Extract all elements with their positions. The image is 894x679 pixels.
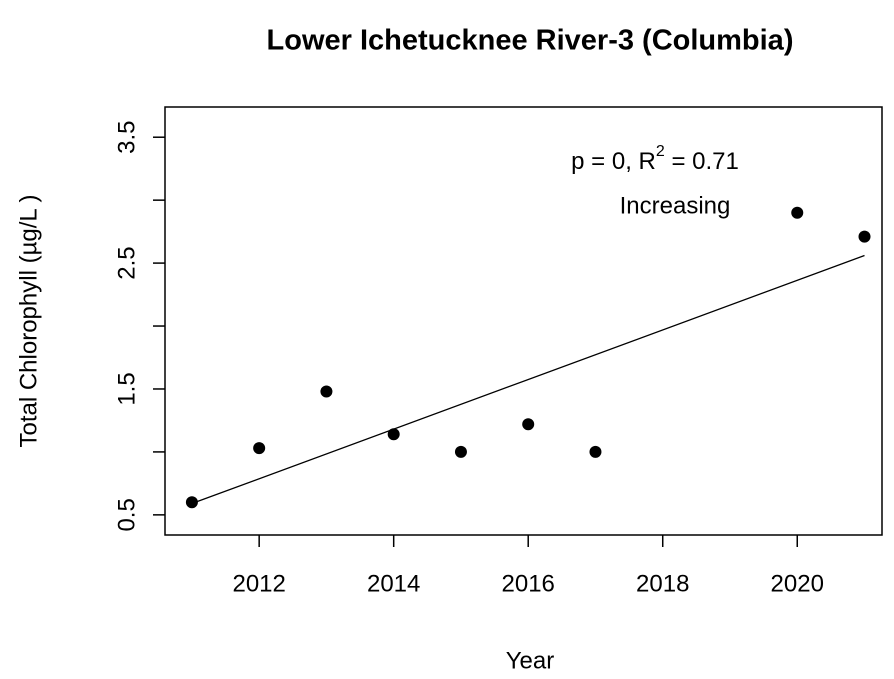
y-tick-label: 1.5 (113, 372, 140, 405)
trend-line (191, 254, 865, 505)
x-tick-label: 2012 (232, 570, 285, 597)
x-tick-label: 2016 (502, 570, 555, 597)
data-point (454, 445, 467, 458)
annotation-text: p = 0, R (571, 148, 656, 175)
y-tick-label: 0.5 (113, 498, 140, 531)
data-point (589, 445, 602, 458)
x-tick-label: 2018 (636, 570, 689, 597)
y-tick-label: 2.5 (113, 246, 140, 279)
x-tick-label: 2014 (367, 570, 420, 597)
data-point (522, 418, 535, 431)
trend-label: Increasing (620, 192, 731, 219)
plot-frame (164, 106, 883, 536)
data-point (320, 385, 333, 398)
data-point (185, 496, 198, 509)
y-tick-label: 3.5 (113, 121, 140, 154)
data-point (791, 206, 804, 219)
annotation-superscript: 2 (656, 143, 665, 160)
data-point (858, 230, 871, 243)
data-point (387, 428, 400, 441)
chart-title: Lower Ichetucknee River-3 (Columbia) (267, 25, 794, 57)
x-tick-label: 2020 (771, 570, 824, 597)
annotation-text: = 0.71 (665, 148, 739, 175)
x-axis-label: Year (506, 647, 555, 674)
annotation: p = 0, R2 = 0.71 (571, 143, 739, 175)
y-axis-label: Total Chlorophyll (µg/L ) (15, 194, 42, 447)
data-point (253, 442, 266, 455)
